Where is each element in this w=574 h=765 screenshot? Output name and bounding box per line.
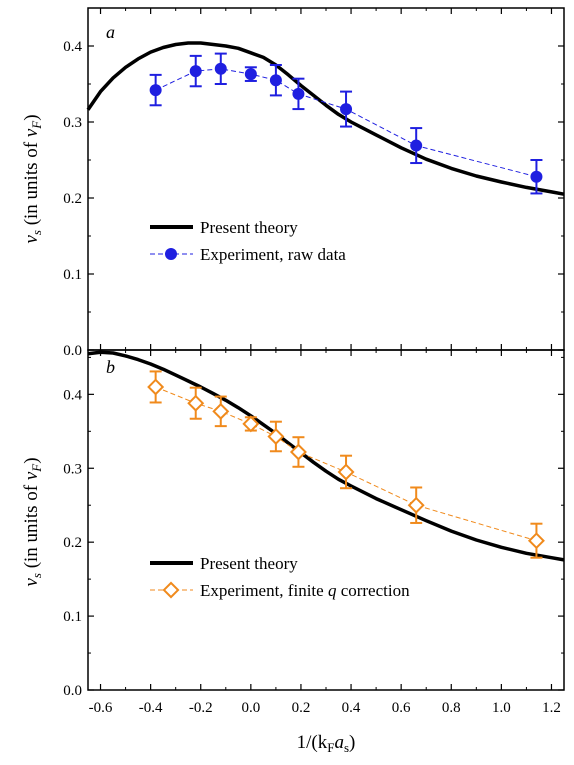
y-tick-label: 0.4 <box>63 387 82 403</box>
legend-b-exp-label: Experiment, finite q correction <box>200 581 410 600</box>
x-ticks: -0.6 -0.4 -0.2 0.0 0.2 0.4 0.6 0.8 1.0 1.2 <box>89 350 561 716</box>
y-tick-label: 0.4 <box>63 39 82 55</box>
panel-a-label: a <box>106 22 115 42</box>
panel-a-y-axis-title: vs (in units of vF) <box>21 114 44 243</box>
panel-b-legend: Present theory Experiment, finite q corr… <box>150 554 410 600</box>
data-point <box>244 68 257 81</box>
y-tick-label: 0.2 <box>63 535 82 551</box>
data-point <box>187 394 205 412</box>
data-point <box>292 87 305 100</box>
panel-a: 0.0 0.1 0.2 0.3 0.4 a Present theory Experim… <box>21 7 565 359</box>
x-tick-label: 1.0 <box>492 700 511 716</box>
x-tick-label: 0.6 <box>392 700 411 716</box>
x-tick-label: 0.0 <box>241 700 260 716</box>
data-point <box>407 496 425 514</box>
data-point <box>269 74 282 87</box>
data-point <box>340 103 353 116</box>
panel-b: 0.0 0.1 0.2 0.3 0.4 -0.6 -0.4 -0.2 0.0 0.2 0.4 0.6… <box>21 349 565 755</box>
data-point <box>527 532 545 550</box>
x-tick-label: 0.2 <box>292 700 311 716</box>
experiment-dashed-line-a <box>155 68 537 178</box>
legend-a-exp-label: Experiment, raw data <box>200 245 346 264</box>
x-tick-label: 0.8 <box>442 700 461 716</box>
panel-b-y-axis-title: vs (in units of vF) <box>21 457 44 586</box>
data-point <box>337 463 355 481</box>
y-tick-label: 0.1 <box>63 609 82 625</box>
y-tick-label: 0.0 <box>63 683 82 699</box>
panel-a-legend: Present theory Experiment, raw data <box>150 218 346 264</box>
data-point <box>149 84 162 97</box>
x-tick-label: 1.2 <box>542 700 561 716</box>
x-tick-label: -0.6 <box>89 700 113 716</box>
legend-b-exp-swatch-marker <box>162 581 180 599</box>
data-point <box>212 402 230 420</box>
x-tick-label: 0.4 <box>342 700 361 716</box>
panel-b-label: b <box>106 357 115 377</box>
y-tick-label: 0.1 <box>63 267 82 283</box>
data-point <box>530 170 543 183</box>
legend-a-theory-label: Present theory <box>200 218 298 237</box>
y-tick-label: 0.0 <box>63 343 82 359</box>
x-axis-title: 1/(kFas) <box>297 732 356 755</box>
data-point <box>189 65 202 78</box>
panel-a-y-ticks: 0.0 0.1 0.2 0.3 0.4 <box>63 8 564 359</box>
data-point <box>410 139 423 152</box>
data-point <box>289 443 307 461</box>
panel-b-y-ticks: 0.0 0.1 0.2 0.3 0.4 <box>63 356 564 699</box>
data-point <box>242 415 260 433</box>
theory-curve-a <box>86 41 565 196</box>
legend-a-exp-swatch-marker <box>165 248 177 260</box>
panel-a-theory-curve <box>86 41 565 196</box>
data-point <box>214 62 227 75</box>
x-tick-label: -0.2 <box>189 700 213 716</box>
x-tick-label: -0.4 <box>139 700 163 716</box>
legend-b-theory-label: Present theory <box>200 554 298 573</box>
data-point <box>267 427 285 445</box>
panel-b-frame <box>87 349 565 691</box>
data-point <box>147 378 165 396</box>
panel-b-experiment-series <box>147 370 545 559</box>
panel-a-experiment-series <box>149 52 543 195</box>
y-tick-label: 0.3 <box>63 115 82 131</box>
y-tick-label: 0.3 <box>63 461 82 477</box>
y-tick-label: 0.2 <box>63 191 82 207</box>
